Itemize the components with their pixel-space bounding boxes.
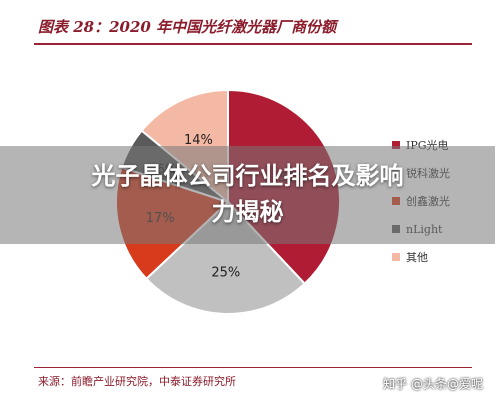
pie-slice-2 [144, 200, 307, 315]
headline-line-1: 光子晶体公司行业排名及影响 [91, 162, 404, 190]
figure-title: 图表 28：2020 年中国光纤激光器厂商份额 [38, 18, 337, 36]
headline-line-2: 力揭秘 [211, 198, 284, 226]
legend-label-5: 其他 [406, 251, 428, 264]
slice-value-label-2: 25% [211, 265, 240, 280]
slice-value-label-5: 14% [184, 133, 213, 148]
source-rule [34, 367, 472, 368]
legend-swatch-5 [392, 253, 400, 261]
legend-swatch-1 [392, 141, 400, 149]
figure-source: 来源：前瞻产业研究院，中泰证券研究所 [38, 375, 236, 388]
headline-overlay-band [0, 146, 495, 244]
watermark: 知乎 @头条@爱呢 [383, 377, 483, 391]
headline-overlay: 光子晶体公司行业排名及影响 力揭秘 [0, 158, 495, 230]
title-rule [34, 43, 472, 45]
